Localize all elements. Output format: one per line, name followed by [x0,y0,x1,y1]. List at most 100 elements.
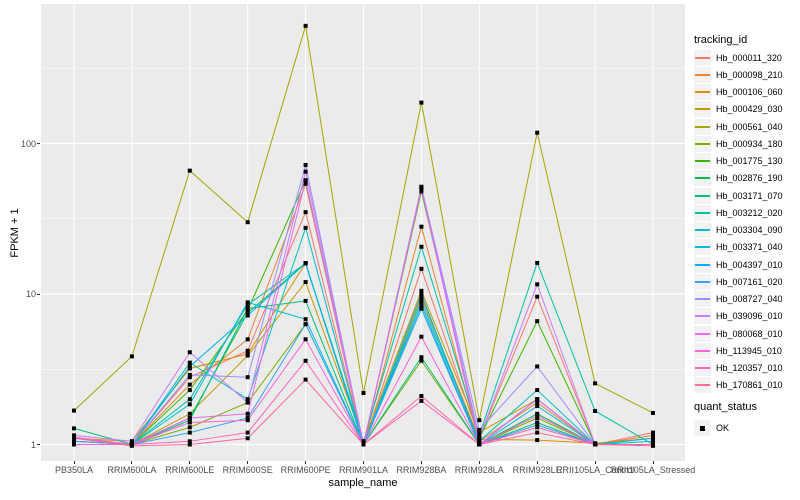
legend-item-label: Hb_000934_180 [716,138,783,149]
data-point [535,130,540,135]
legend-item: Hb_080068_010 [694,325,783,342]
legend-item: Hb_113945_010 [694,342,783,359]
legend-item: Hb_000106_060 [694,84,783,101]
legend-key-line-icon [695,108,710,111]
legend-key [694,204,711,221]
plot-canvas [41,4,685,461]
legend-item-label: Hb_113945_010 [716,345,782,356]
data-point [361,442,366,447]
legend-item-label: Hb_002876_190 [716,173,783,184]
data-point [651,410,655,415]
legend-key-line-icon [695,56,710,59]
legend-key-line-icon [695,263,710,266]
legend-item: Hb_007161_020 [694,273,783,290]
legend-key [694,342,711,359]
legend-key-line-icon [695,211,710,214]
legend-key [694,118,711,135]
data-point [187,415,192,420]
legend-item-label: Hb_000561_040 [716,121,783,132]
data-point [187,439,192,444]
legend-key [694,135,711,152]
legend-key-line-icon [695,298,710,301]
x-tick-label: RRII105LA_Control [556,465,635,475]
data-point [419,244,424,249]
data-point [535,413,540,418]
legend-key-line-icon [695,229,710,232]
legend-title-tracking-id: tracking_id [694,34,748,46]
legend-item: Hb_003212_020 [694,204,783,221]
legend-key [694,239,711,256]
data-point [187,430,192,435]
legend-item-label: Hb_003304_090 [716,225,783,236]
x-tick-label: RRIM928BA [396,465,447,475]
data-point [187,402,192,407]
data-point [303,261,308,266]
data-point [187,372,192,377]
data-point [245,430,250,435]
legend-tracking-items: Hb_000011_320 Hb_000098_210 Hb_000106_060 H… [694,49,783,394]
data-point [303,280,308,285]
legend-item: Hb_001775_130 [694,153,783,170]
legend-key-line-icon [695,367,710,370]
x-axis-title: sample_name [328,477,398,489]
data-point [129,354,134,359]
legend-item: Hb_000934_180 [694,135,783,152]
legend-key-line-icon [695,142,710,145]
data-point [361,390,366,395]
x-tick-label: RRII105LA_Stressed [610,465,696,475]
data-point [419,100,424,105]
data-point [187,411,192,416]
data-point [477,433,482,438]
x-tick-label: RRIM928LE [512,465,562,475]
data-point [477,439,482,444]
data-point [245,306,250,311]
data-point [535,294,540,299]
data-point [72,426,76,431]
y-tick-label: 1 [30,439,36,450]
legend-key-line-icon [695,160,710,163]
data-point [303,210,308,215]
data-point [245,411,250,416]
legend-item: Hb_000011_320 [694,49,783,66]
data-point [535,425,540,430]
data-point [419,358,424,363]
data-point [361,439,366,444]
data-point [129,443,134,448]
data-point [72,442,76,447]
x-tick-mark [652,461,654,464]
legend-item: Hb_003371_040 [694,239,783,256]
data-point [303,358,308,363]
data-point [419,189,424,194]
x-tick-mark [189,461,191,464]
legend-item-label: Hb_004397_010 [716,259,783,270]
data-point [303,162,308,167]
y-tick-mark [37,143,40,144]
legend-key-line-icon [695,349,710,352]
data-point [187,375,192,380]
legend-key-line-icon [695,125,710,128]
x-tick-label: RRIM600LE [165,465,215,475]
legend-key-line-icon [695,384,710,387]
data-point [187,442,192,447]
data-point [477,427,482,432]
x-tick-mark [536,461,538,464]
data-point [245,300,250,305]
legend-key-line-icon [695,315,710,318]
legend-key [694,49,711,66]
data-point [477,442,482,447]
data-point [535,282,540,287]
legend-key [694,222,711,239]
legend-item: Hb_002876_190 [694,170,783,187]
data-point [187,350,192,355]
data-point [72,408,76,413]
legend-item-label: Hb_003212_020 [716,207,783,218]
data-point [535,438,540,443]
data-point [245,313,250,318]
y-tick-label: 100 [20,138,36,149]
data-point [419,394,424,399]
data-point [419,292,424,296]
legend-key [694,170,711,187]
data-point [419,298,424,303]
data-point [187,382,192,387]
